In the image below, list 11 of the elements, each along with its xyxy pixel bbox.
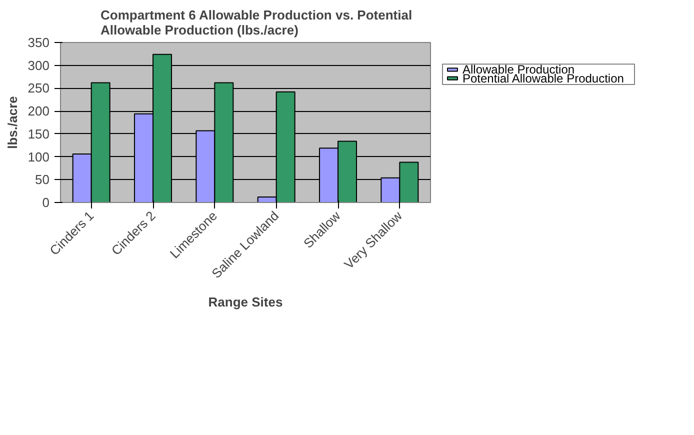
- y-tick-label: 100: [28, 149, 50, 164]
- y-axis-title: lbs./acre: [4, 96, 20, 149]
- y-tick-label: 50: [35, 172, 50, 188]
- y-tick-label: 0: [42, 195, 50, 210]
- y-tick-label: 150: [28, 126, 50, 142]
- y-tick-label: 300: [28, 58, 50, 73]
- y-tick-label: 350: [28, 35, 50, 50]
- x-axis-title: Range Sites: [208, 294, 283, 310]
- chart-title: Compartment 6 Allowable Production vs. Potential Allowable Production (lbs./acre): [100, 8, 412, 38]
- y-tick-label: 200: [28, 104, 50, 119]
- y-tick-label: 250: [28, 80, 50, 96]
